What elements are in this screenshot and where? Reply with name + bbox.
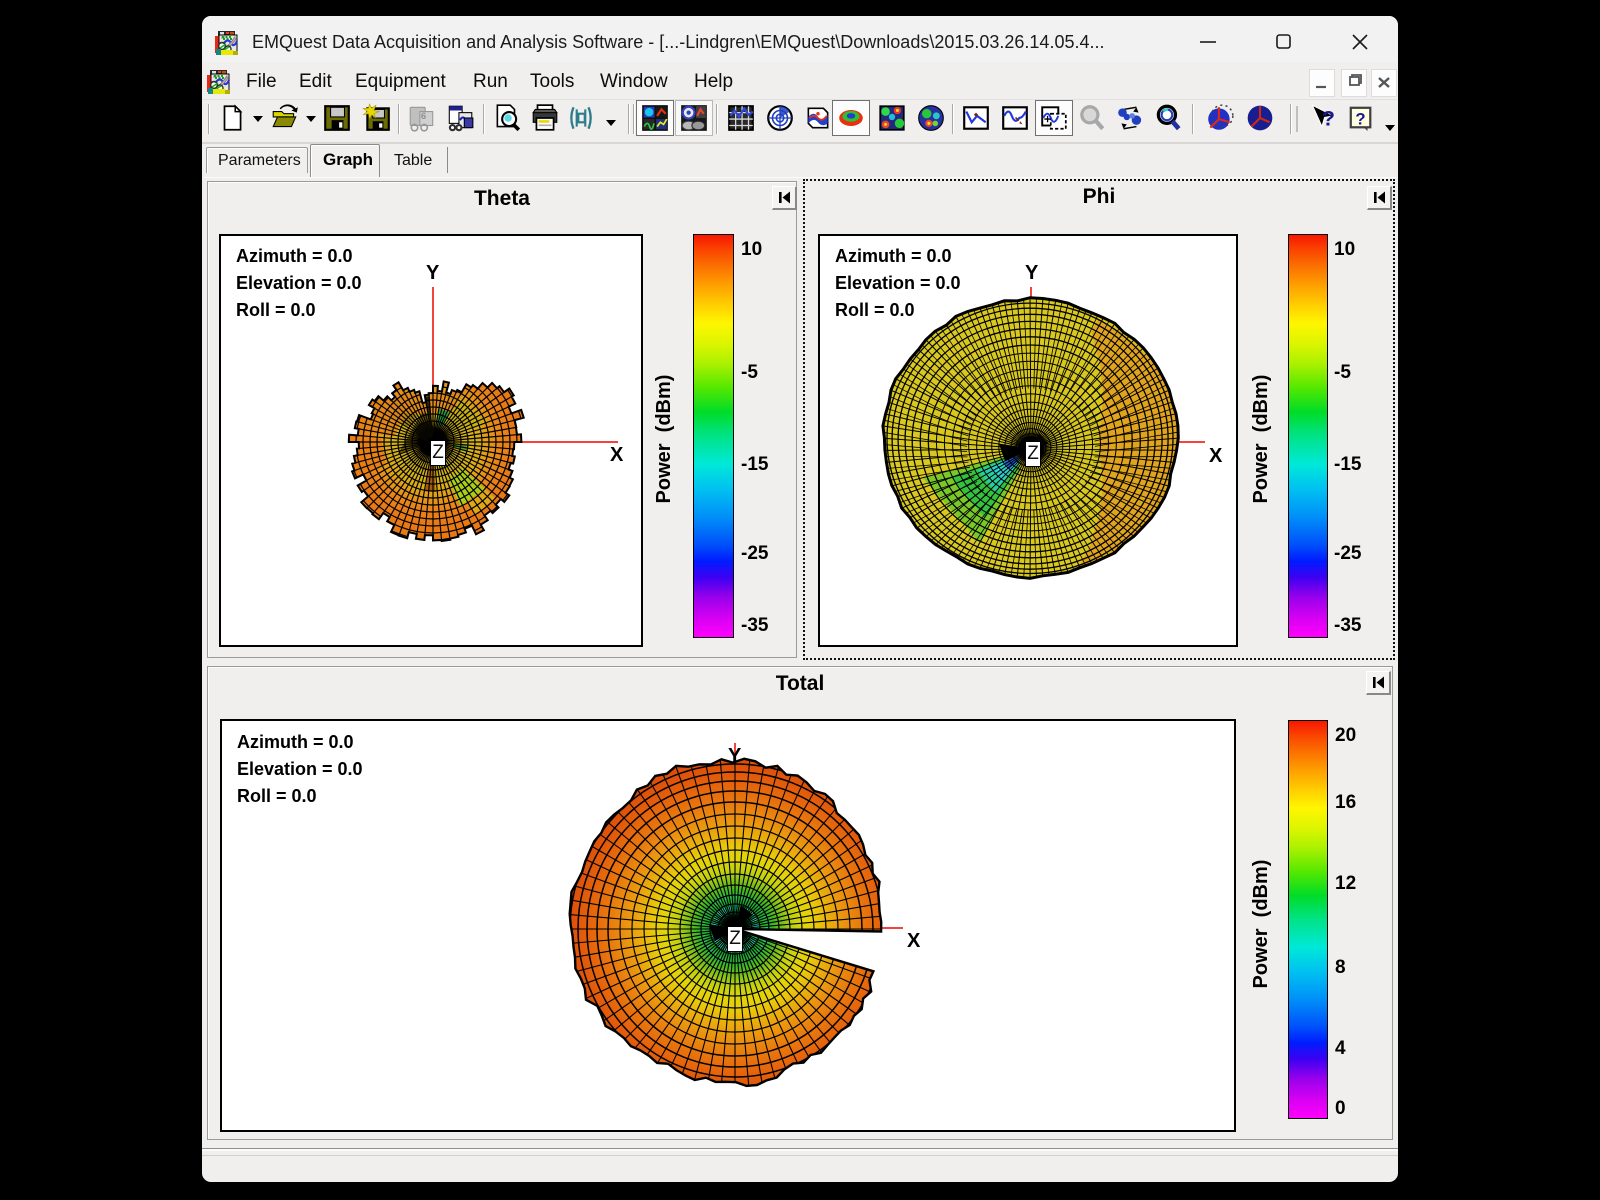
svg-text:?: ? [1355,110,1365,129]
svg-text:6: 6 [421,111,426,122]
svg-text:?: ? [1322,107,1335,131]
